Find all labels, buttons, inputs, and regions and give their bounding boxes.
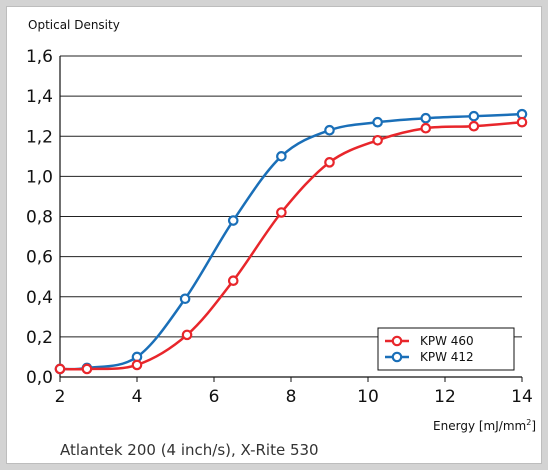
data-points: [54, 108, 528, 375]
legend-label-kpw-412: KPW 412: [420, 350, 474, 364]
legend-label-kpw-460: KPW 460: [420, 334, 474, 348]
y-tick-label: 1,4: [26, 87, 53, 107]
y-tick-label: 1,0: [26, 167, 53, 187]
data-point-kpw-460: [372, 134, 383, 146]
series-line-kpw-412: [59, 112, 523, 371]
footnote: Atlantek 200 (4 inch/s), X-Rite 530: [60, 441, 319, 459]
x-tick-label: 8: [286, 387, 297, 407]
legend: KPW 460 KPW 412: [377, 327, 515, 371]
legend-box: [377, 327, 515, 371]
x-tick-label: 6: [209, 387, 220, 407]
data-point-kpw-460: [420, 122, 432, 134]
data-point-kpw-412: [420, 112, 432, 124]
y-tick-label: 1,2: [26, 127, 53, 147]
data-point-kpw-460: [181, 329, 193, 341]
data-point-kpw-460: [324, 157, 335, 168]
x-tick-label: 4: [132, 387, 143, 407]
x-tick-label: 14: [511, 387, 533, 407]
data-point-kpw-412: [276, 151, 287, 162]
x-tick-label: 10: [357, 387, 379, 407]
data-point-kpw-460: [276, 207, 287, 218]
data-point-kpw-460: [81, 363, 93, 375]
chart-frame: [6, 6, 542, 464]
y-tick-label: 0,4: [26, 288, 53, 308]
gridlines: [60, 55, 522, 338]
x-axis-label: Energy [mJ/mm2]: [433, 418, 536, 433]
x-tick-label: 2: [55, 387, 66, 407]
data-point-kpw-460: [516, 116, 528, 128]
data-point-kpw-412: [372, 116, 383, 128]
tick-labels: 0,0 0,2 0,4 0,6 0,8 1,0 1,2 1,4 1,6 2 4 6 8 10 12 14: [26, 47, 533, 407]
data-point-kpw-460: [54, 363, 66, 375]
y-tick-label: 0,8: [26, 208, 53, 228]
y-tick-label: 1,6: [26, 47, 53, 67]
data-point-kpw-412: [227, 215, 239, 226]
data-point-kpw-460: [227, 275, 239, 286]
data-point-kpw-460: [468, 120, 480, 132]
y-tick-label: 0,2: [26, 328, 53, 348]
data-point-kpw-412: [324, 124, 335, 136]
y-tick-label: 0,6: [26, 248, 53, 268]
data-point-kpw-412: [468, 110, 480, 122]
x-tick-label: 12: [434, 387, 456, 407]
data-point-kpw-412: [179, 293, 191, 305]
legend-marker-kpw-460: [391, 335, 403, 347]
data-point-kpw-460: [131, 359, 143, 371]
legend-marker-kpw-412: [391, 351, 403, 363]
axes: [59, 56, 523, 382]
y-tick-label: 0,0: [26, 368, 53, 388]
y-axis-label: Optical Density: [28, 18, 120, 32]
